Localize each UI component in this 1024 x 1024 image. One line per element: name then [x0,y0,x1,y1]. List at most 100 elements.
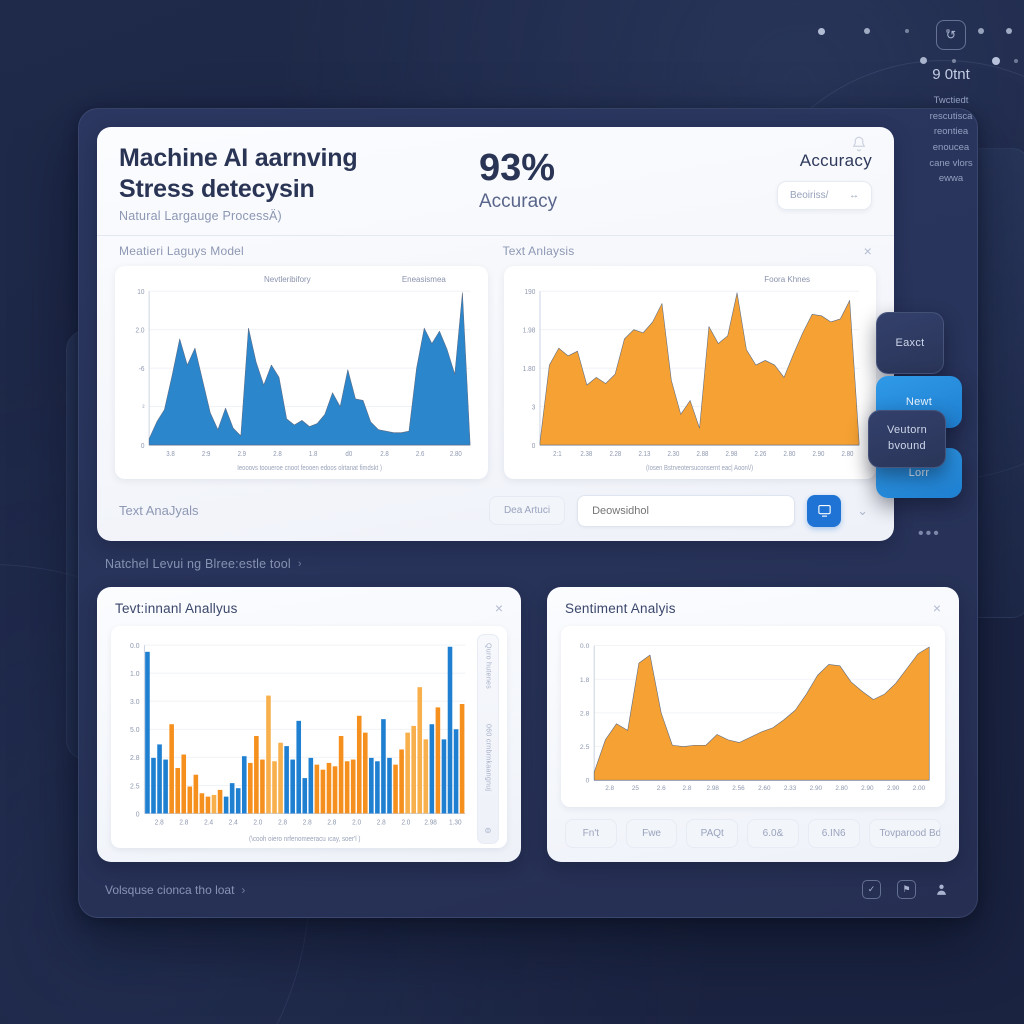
svg-text:2.13: 2.13 [638,450,650,457]
filter-chip[interactable]: PAQt [686,819,739,848]
swap-arrows-icon: ↔ [849,190,859,201]
panel-a-side-strip[interactable]: Quro hutenes 060 crnbrnkaangnuj ⊜ [477,633,499,844]
svg-text:2.90: 2.90 [887,784,900,791]
svg-text:2.80: 2.80 [450,450,462,457]
panel-sentiment-area: Sentiment Analyis × 0.0 1.8 2.8 2.5 0 2.8 25 2.… [547,586,959,862]
svg-text:2.0: 2.0 [135,327,144,334]
svg-text:2.80: 2.80 [841,450,853,457]
panel-b-chip-row: Fn't Fwe PAQt 6.0& 6.ІN6 Tovparood Βd [561,807,945,848]
svg-text:²: ² [142,404,145,411]
refresh-icon[interactable]: ↺ [936,20,966,50]
svg-text:2.4: 2.4 [229,819,238,826]
kpi-label: Accuracy [479,191,558,212]
svg-text:2.80: 2.80 [783,450,795,457]
chart-legend-c: Foora Khnes [764,274,811,284]
page-subtitle: Natural Largauge ProcessÄ) [119,208,282,223]
more-options-icon[interactable]: ••• [918,525,941,542]
panel-b-header: Sentiment Analyis × [561,599,945,626]
svg-text:2.90: 2.90 [812,450,824,457]
svg-text:0.0: 0.0 [130,640,140,650]
svg-text:2.88: 2.88 [696,450,708,457]
filter-chip[interactable]: Fn't [565,819,617,848]
svg-text:(Iosen Bstrveotersuconsernt ea: (Iosen Bstrveotersuconsernt eac| Aoon\/) [645,464,752,471]
area-chart-model: 10 2.0 -6 ² 0 3.8 2:9 2.9 2.8 1.8 d0 2.8 2.6 2.80 Ieoo… [135,288,471,471]
person-glyph [937,884,946,895]
svg-text:0: 0 [136,808,140,818]
svg-text:2:1: 2:1 [553,450,562,457]
close-icon[interactable]: × [863,242,872,259]
header-dropdown-label: Beoiriss/ [790,190,829,201]
svg-text:0: 0 [141,442,145,449]
panel-a-chart-wrap[interactable]: 0.0 1.0 3.0 5.0 2.8 2.5 0 2.8 2.8 2.4 2.4 2.0 2.8 2.8… [111,625,507,848]
chart-model-language[interactable]: Nevtleribifory Eneasismea 10 2.0 -6 ² 0 3.8 2:… [115,265,488,479]
svg-text:3.8: 3.8 [166,450,175,457]
header-actions: Accuracy Beoiriss/ ↔ [679,136,872,210]
rail-line: Twctiedt [933,95,969,106]
svg-text:2.8: 2.8 [605,784,614,791]
filter-chip[interactable]: Tovparood Βd [868,819,942,848]
page-title-line1: Machine AI aarnving [119,144,358,172]
svg-text:2.28: 2.28 [609,450,621,457]
svg-text:2.5: 2.5 [580,744,590,751]
right-chart-header: Text Anlaysis × [489,244,873,258]
search-input[interactable] [577,494,796,527]
panel-a-title: Tevt:innanl Anallyus [115,600,238,616]
chart-legend-b: Eneasismea [401,274,446,284]
svg-text:25: 25 [632,784,640,791]
float-button-export[interactable]: Eaxct [876,312,944,374]
filter-chip[interactable]: Fwe [625,819,678,848]
panel-b-chart-wrap[interactable]: 0.0 1.8 2.8 2.5 0 2.8 25 2.6 2.8 2.98 2.56 2.60 2.33… [561,625,945,807]
chart-text-analysis[interactable]: Foora Khnes 190 1.98 1.80 3 0 2:1 2.38 2.28 2.13… [503,265,876,479]
svg-text:2:9: 2:9 [202,450,211,457]
svg-text:1.80: 1.80 [522,365,535,372]
svg-text:2.0: 2.0 [401,819,410,826]
svg-text:2.6: 2.6 [416,450,425,457]
svg-text:-6: -6 [139,365,145,372]
close-icon[interactable]: × [494,600,503,617]
filter-chip[interactable]: 6.0& [747,819,799,848]
svg-text:2.90: 2.90 [861,784,874,791]
svg-text:2.4: 2.4 [204,819,213,826]
svg-text:2.0: 2.0 [253,819,262,826]
chart-labels-row: Meatieri Laguys Model Text Anlaysis × [97,236,894,262]
svg-text:2.33: 2.33 [784,784,797,791]
bell-icon[interactable] [850,135,868,153]
svg-text:2.8: 2.8 [130,752,140,762]
svg-text:2.9: 2.9 [238,450,247,457]
area-chart-sentiment: 0.0 1.8 2.8 2.5 0 2.8 25 2.6 2.8 2.98 2.56 2.60 2.33… [580,643,930,791]
svg-text:2.98: 2.98 [707,784,720,791]
svg-text:2.90: 2.90 [810,784,823,791]
overview-card: Machine AI aarnving Stress detecysin Nat… [97,127,894,541]
flag-box-icon[interactable]: ⚑ [897,880,916,899]
page-title-line2: Stress detecysin [119,175,315,204]
status-text-wrap[interactable]: Volsquse cionca tho loat › [105,883,245,897]
svg-text:0: 0 [531,442,535,449]
close-icon[interactable]: × [932,600,941,617]
footer-label: Text AnaJyals [119,503,199,519]
svg-text:1.30: 1.30 [449,819,462,826]
accuracy-label: Accuracy [799,151,872,170]
secondary-button[interactable]: Dea Artuci [488,496,566,526]
check-box-icon[interactable]: ✓ [862,880,881,899]
svg-text:190: 190 [524,288,535,295]
monitor-button[interactable] [807,494,842,527]
svg-text:(\cooh oiero nrfenomeeracu ıca: (\cooh oiero nrfenomeeracu ıcay, soer'l … [249,835,360,842]
svg-text:5.0: 5.0 [130,724,140,734]
svg-text:2.98: 2.98 [725,450,737,457]
svg-text:3: 3 [531,404,535,411]
header-dropdown[interactable]: Beoiriss/ ↔ [777,181,872,210]
breadcrumb[interactable]: Natchel Levui ng Blree:estle tool › [97,555,959,573]
svg-text:Ieooovs tooueroe cnoot feooen: Ieooovs tooueroe cnoot feooen edoos olrt… [237,464,382,471]
filter-chip[interactable]: 6.ІN6 [807,819,860,848]
breadcrumb-text: Natchel Levui ng Blree:estle tool [105,556,291,571]
strip-label-mid: 060 crnbrnkaangnuj [484,723,492,791]
right-chart-label: Text Anlaysis [502,243,575,258]
float-button-version[interactable]: Veutorn bvound [868,410,946,468]
chevron-down-icon[interactable]: ⌄ [857,502,868,518]
svg-text:2.8: 2.8 [179,819,188,826]
svg-text:2.8: 2.8 [303,819,312,826]
svg-text:2.0: 2.0 [352,819,361,826]
svg-text:2.56: 2.56 [732,784,745,791]
person-icon[interactable] [932,880,951,899]
rail-title: 9 0tnt [932,66,970,83]
